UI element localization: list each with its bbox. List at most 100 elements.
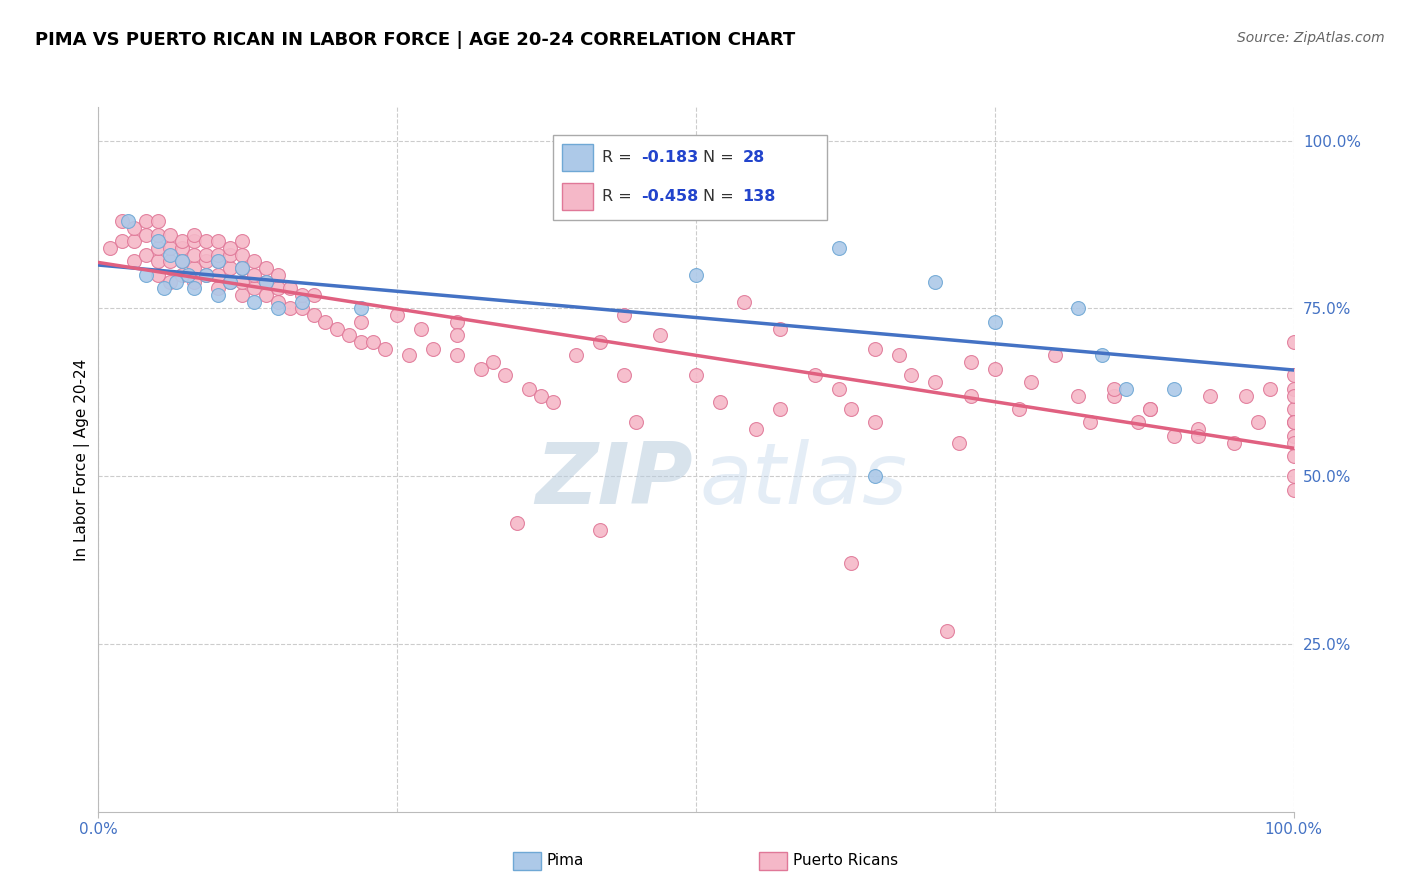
Point (1080, 416, 1102, 430)
Point (1282, 483, 1305, 497)
Point (302, 308, 325, 322)
Point (183, 275, 205, 289)
Point (685, 368, 707, 383)
Point (841, 402, 863, 417)
Point (326, 321, 349, 335)
Point (135, 214, 157, 228)
Text: ZIP: ZIP (534, 439, 692, 522)
Point (231, 275, 253, 289)
Point (254, 275, 277, 289)
Point (530, 389, 553, 403)
Text: 138: 138 (742, 189, 776, 204)
Point (889, 348, 911, 362)
Point (385, 308, 409, 322)
Point (291, 301, 314, 316)
Point (183, 227, 205, 242)
Point (1043, 348, 1066, 362)
Point (470, 361, 492, 376)
Point (1282, 416, 1305, 430)
Text: R =: R = (602, 151, 637, 165)
Point (1282, 429, 1305, 443)
Point (172, 234, 194, 248)
Point (148, 234, 170, 248)
Point (278, 301, 301, 316)
Point (315, 315, 337, 329)
Point (865, 416, 887, 430)
Text: Pima: Pima (547, 854, 585, 868)
Point (195, 234, 218, 248)
Point (768, 321, 790, 335)
Point (231, 261, 253, 276)
Point (243, 294, 266, 309)
Point (159, 241, 181, 255)
Point (1258, 382, 1281, 396)
Point (231, 248, 253, 262)
Point (374, 342, 396, 356)
Point (117, 214, 139, 228)
Point (207, 281, 229, 295)
Point (267, 281, 290, 295)
Point (841, 557, 863, 571)
Point (1234, 389, 1257, 403)
Point (219, 248, 242, 262)
Point (411, 321, 433, 335)
Point (98, 241, 122, 255)
Point (745, 422, 768, 436)
Point (207, 268, 229, 282)
Point (1282, 416, 1305, 430)
Point (219, 261, 242, 276)
Point (446, 348, 468, 362)
Point (183, 261, 205, 276)
Point (1187, 429, 1209, 443)
Point (517, 382, 540, 396)
Point (1223, 435, 1246, 450)
Point (924, 375, 946, 389)
Text: 28: 28 (742, 151, 765, 165)
Point (183, 248, 205, 262)
Point (541, 395, 564, 409)
Point (207, 248, 229, 262)
Point (254, 288, 277, 302)
Point (111, 214, 134, 228)
Point (219, 275, 242, 289)
Text: Puerto Ricans: Puerto Ricans (793, 854, 898, 868)
Point (267, 301, 290, 316)
Point (148, 227, 170, 242)
Point (124, 220, 146, 235)
Point (207, 254, 229, 268)
Y-axis label: In Labor Force | Age 20-24: In Labor Force | Age 20-24 (75, 359, 90, 560)
Point (422, 342, 444, 356)
Point (243, 268, 266, 282)
Text: PIMA VS PUERTO RICAN IN LABOR FORCE | AGE 20-24 CORRELATION CHART: PIMA VS PUERTO RICAN IN LABOR FORCE | AG… (35, 31, 796, 49)
Point (1163, 382, 1185, 396)
Point (195, 268, 218, 282)
Point (865, 342, 887, 356)
Point (1282, 469, 1305, 483)
Point (613, 308, 636, 322)
Point (148, 214, 170, 228)
Point (207, 288, 229, 302)
Point (1139, 402, 1161, 417)
Point (685, 268, 707, 282)
Point (219, 241, 242, 255)
Point (481, 355, 505, 369)
Point (589, 334, 612, 349)
Point (1199, 389, 1222, 403)
Point (243, 254, 266, 268)
Point (195, 248, 218, 262)
Point (172, 254, 194, 268)
Point (339, 328, 361, 343)
Point (172, 241, 194, 255)
Text: -0.458: -0.458 (641, 189, 699, 204)
Point (494, 368, 516, 383)
Point (733, 294, 755, 309)
Point (278, 281, 301, 295)
Text: N =: N = (703, 189, 740, 204)
Point (1282, 382, 1305, 396)
Text: Source: ZipAtlas.com: Source: ZipAtlas.com (1237, 31, 1385, 45)
Point (960, 355, 983, 369)
Point (302, 288, 325, 302)
Point (900, 368, 922, 383)
Point (626, 416, 648, 430)
Point (148, 254, 170, 268)
